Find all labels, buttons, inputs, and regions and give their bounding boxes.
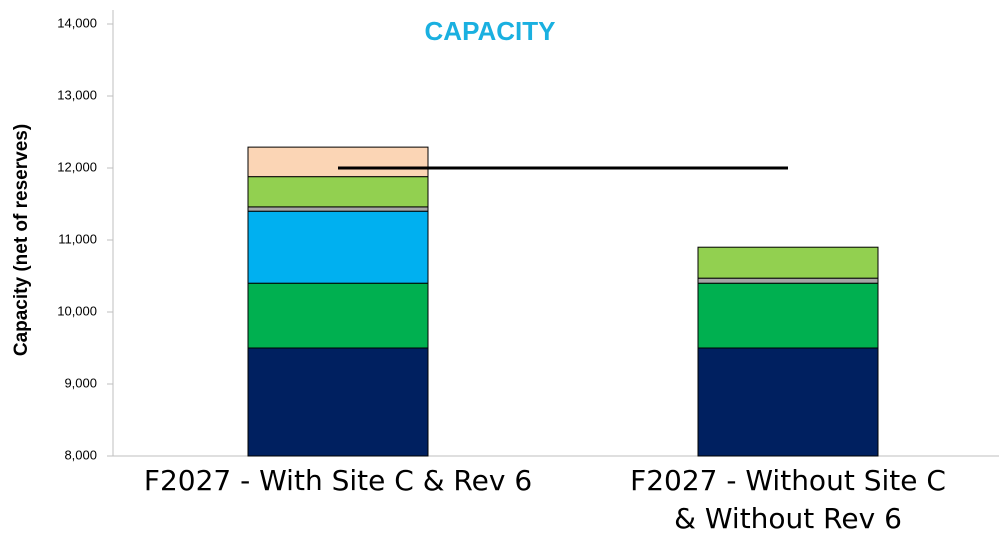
bar-segment (697, 347, 879, 457)
x-tick-label: F2027 - With Site C & Rev 6 (143, 464, 533, 497)
bar-segment (247, 210, 429, 284)
x-tick-label: F2027 - Without Site C & Without Rev 6 (630, 464, 946, 535)
y-tick-label: 8,000 (64, 447, 97, 462)
bar-segment (697, 277, 879, 284)
bar-segment (697, 282, 879, 349)
y-tick-label: 13,000 (57, 87, 97, 102)
y-tick-label: 9,000 (64, 375, 97, 390)
bar-segment (247, 146, 429, 178)
y-tick-label: 11,000 (58, 231, 97, 246)
bar-segment (247, 176, 429, 208)
chart-title: CAPACITY (425, 16, 556, 46)
bar-segment (247, 347, 429, 457)
y-tick-label: 14,000 (57, 15, 97, 30)
bar-segment (247, 206, 429, 212)
bar-segment (247, 282, 429, 349)
bar-segment (697, 246, 879, 279)
y-tick-label: 12,000 (57, 159, 97, 174)
y-axis-label: Capacity (net of reserves) (11, 124, 32, 356)
y-tick-label: 10,000 (57, 303, 97, 318)
